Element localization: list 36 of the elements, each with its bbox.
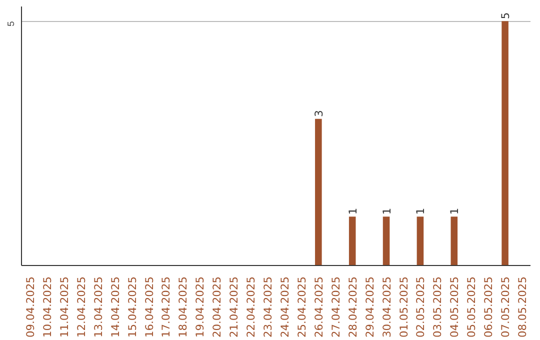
x-tick-label: 02.05.2025 [414, 276, 428, 338]
x-tick-label: 22.04.2025 [244, 276, 258, 338]
x-tick-label: 29.04.2025 [363, 276, 376, 338]
x-tick-label: 25.04.2025 [295, 276, 308, 338]
x-tick-label: 19.04.2025 [194, 276, 207, 338]
data-label: 1 [448, 208, 462, 215]
x-tick-label: 11.04.2025 [58, 276, 71, 338]
data-label: 3 [312, 110, 326, 117]
data-label: 5 [499, 12, 512, 20]
x-tick-label: 27.04.2025 [329, 276, 342, 338]
x-tick-label: 09.04.2025 [24, 276, 37, 338]
x-tick-label: 07.05.2025 [499, 276, 512, 338]
x-tick-label: 26.04.2025 [312, 276, 326, 338]
x-tick-label: 15.04.2025 [126, 276, 139, 338]
x-tick-label: 06.05.2025 [482, 276, 496, 338]
x-tick-label: 21.04.2025 [228, 276, 241, 338]
x-tick-label: 16.04.2025 [142, 276, 156, 338]
x-tick-label: 17.04.2025 [160, 276, 173, 338]
x-tick-label: 13.04.2025 [92, 276, 105, 338]
x-tick-label: 04.05.2025 [448, 276, 462, 338]
data-label: 1 [380, 208, 394, 215]
x-tick-label: 23.04.2025 [262, 276, 275, 338]
x-tick-label: 20.04.2025 [210, 276, 224, 338]
data-label: 1 [414, 208, 428, 215]
x-tick-label: 08.05.2025 [516, 276, 530, 338]
data-label: 1 [346, 208, 360, 215]
x-tick-label: 10.04.2025 [40, 276, 54, 338]
x-tick-label: 01.05.2025 [397, 276, 410, 338]
x-tick-label: 24.04.2025 [278, 276, 292, 338]
x-tick-label: 05.05.2025 [465, 276, 478, 338]
x-tick-label: 18.04.2025 [176, 276, 190, 338]
x-tick-label: 28.04.2025 [346, 276, 360, 338]
x-tick-label: 03.05.2025 [431, 276, 444, 338]
x-tick-label: 14.04.2025 [108, 276, 122, 338]
x-tick-label: 30.04.2025 [380, 276, 394, 338]
x-tick-label: 12.04.2025 [74, 276, 88, 338]
